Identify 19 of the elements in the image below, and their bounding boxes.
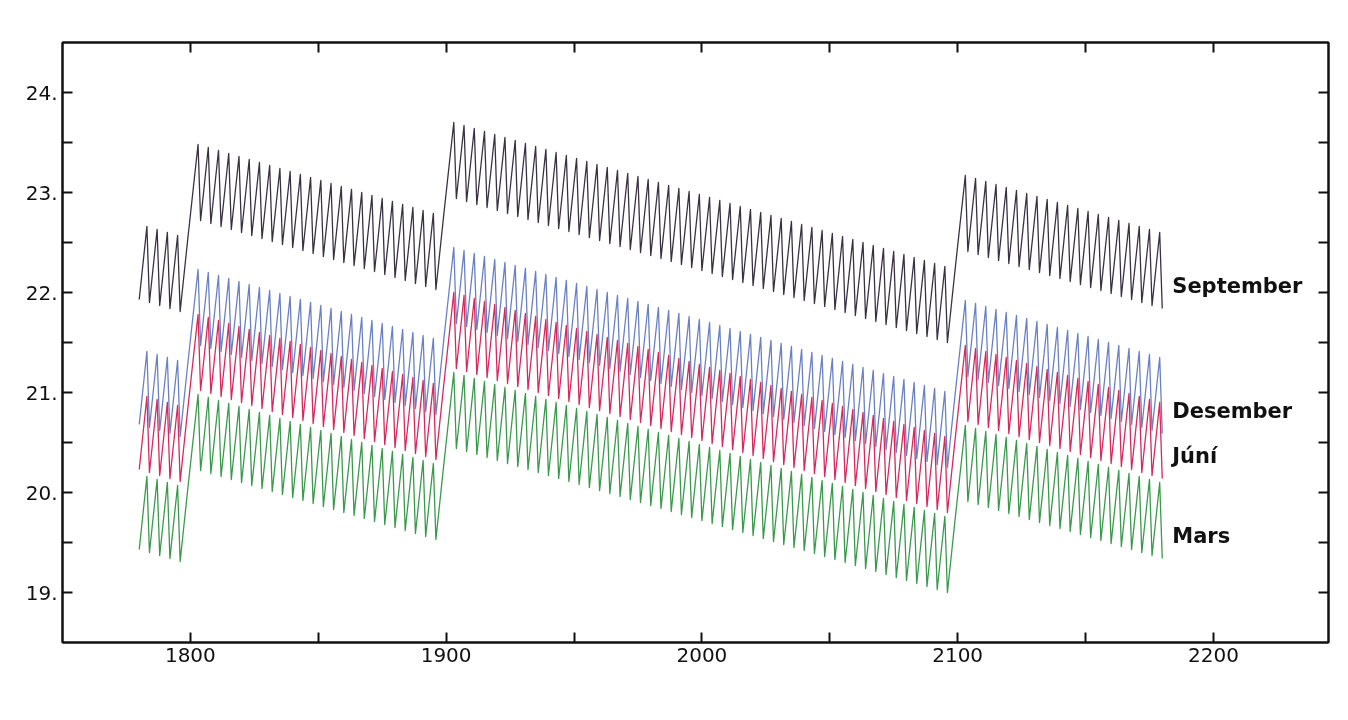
x-tick-label: 2000 bbox=[676, 642, 728, 667]
y-tick-label: 21. bbox=[25, 380, 58, 405]
series-label: Mars bbox=[1172, 523, 1231, 548]
y-tick-label: 19. bbox=[25, 580, 58, 605]
y-tick-label: 20. bbox=[25, 480, 58, 505]
line-series bbox=[138, 246, 1163, 469]
line-series bbox=[138, 291, 1163, 514]
x-tick-label: 2200 bbox=[1187, 642, 1239, 667]
y-tick-label: 24. bbox=[25, 80, 58, 105]
y-tick-label: 23. bbox=[25, 180, 58, 205]
x-tick-label: 1800 bbox=[164, 642, 216, 667]
line-series bbox=[138, 371, 1163, 594]
x-tick-label: 2100 bbox=[932, 642, 984, 667]
y-tick-label: 22. bbox=[25, 280, 58, 305]
series-label: Desember bbox=[1172, 398, 1293, 423]
series-label: September bbox=[1172, 273, 1304, 298]
series-label: Júní bbox=[1170, 443, 1219, 468]
x-tick-label: 1900 bbox=[420, 642, 472, 667]
line-series bbox=[138, 121, 1163, 344]
